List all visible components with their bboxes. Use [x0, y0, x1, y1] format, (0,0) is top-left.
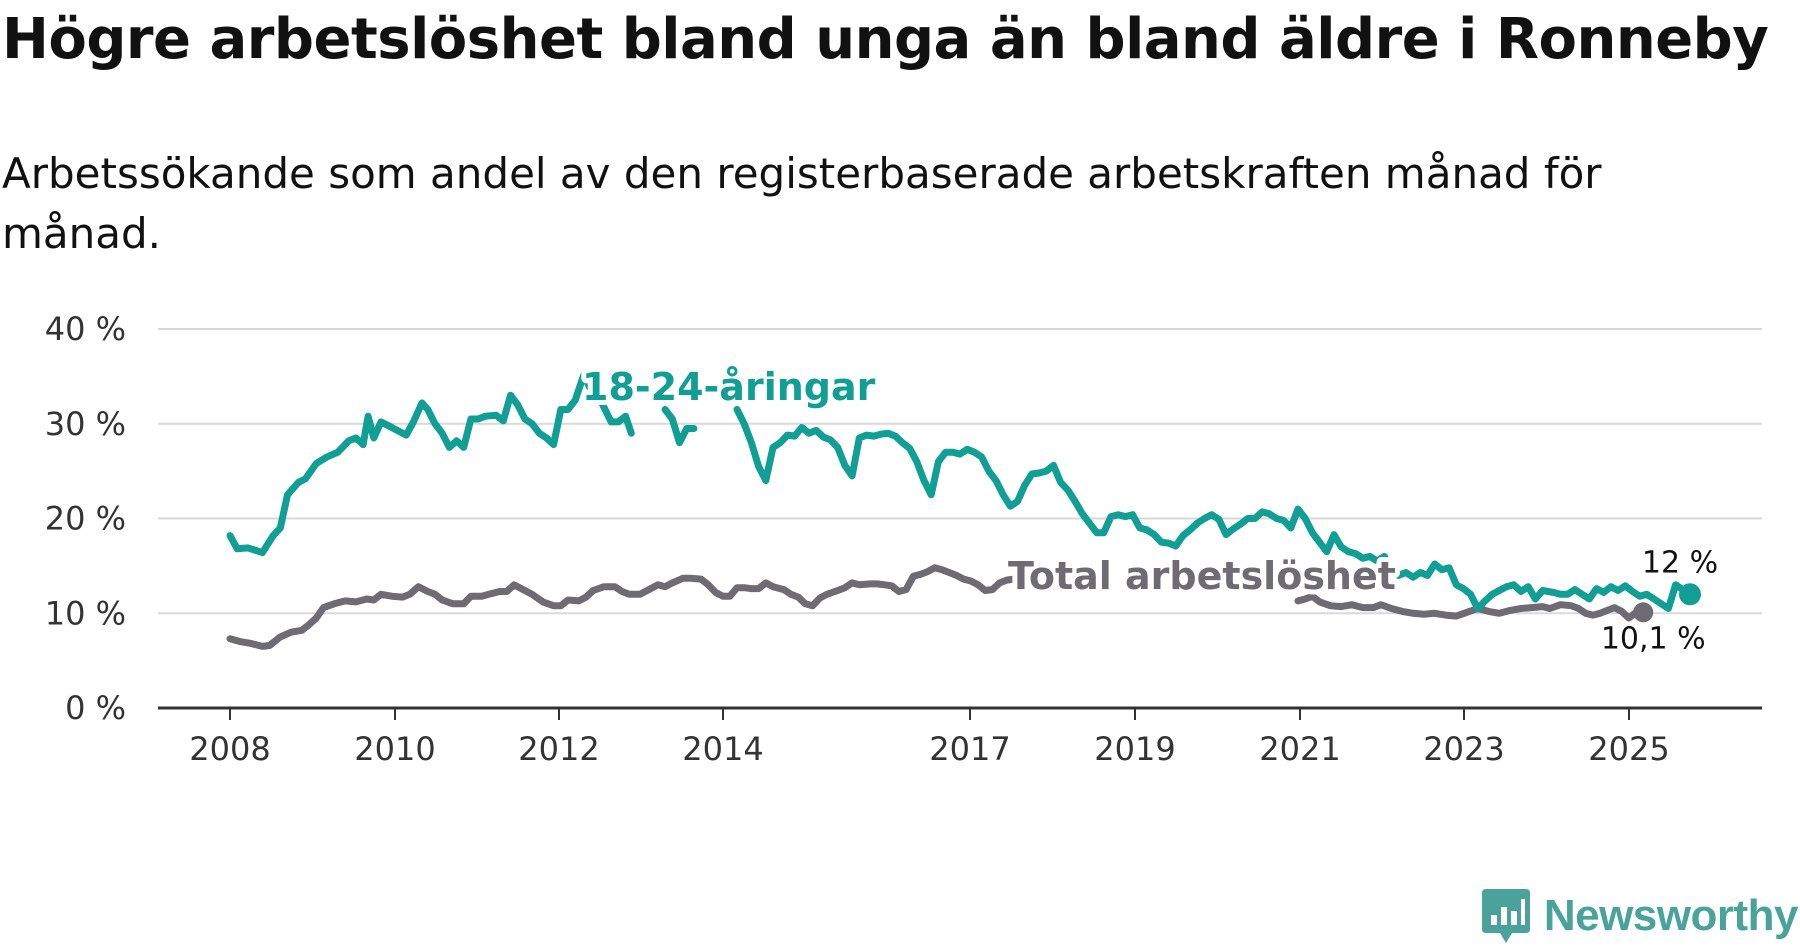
chart-subtitle: Arbetssökande som andel av den registerb… [2, 149, 1602, 258]
end-marker-total [1633, 602, 1654, 623]
y-tick-label-0: 0 % [65, 689, 126, 727]
y-tick-label-20: 20 % [45, 500, 126, 538]
x-tick-label-2017: 2017 [929, 730, 1010, 768]
newsworthy-wordmark: Newsworthy [1543, 891, 1799, 940]
end-label-total: 10,1 % [1601, 621, 1706, 656]
series-line-18-24 [226, 371, 1694, 612]
x-tick-label-2008: 2008 [189, 730, 270, 768]
newsworthy-logo-icon [1481, 889, 1530, 943]
x-tick-label-2019: 2019 [1094, 730, 1175, 768]
series-line-total [226, 564, 1647, 650]
end-marker-18-24 [1679, 583, 1701, 606]
x-tick-label-2025: 2025 [1588, 730, 1669, 768]
x-tick-label-2021: 2021 [1259, 730, 1340, 768]
x-tick-label-2023: 2023 [1423, 730, 1504, 768]
series-label-total: Total arbetslöshet [1008, 554, 1396, 598]
end-label-18-24: 12 % [1642, 545, 1718, 580]
series-label-18-24: 18-24-åringar [582, 365, 876, 409]
x-tick-label-2010: 2010 [354, 730, 435, 768]
y-tick-label-30: 30 % [45, 405, 126, 443]
chart-title: Högre arbetslöshet bland unga än bland ä… [2, 7, 1769, 72]
x-tick-label-2014: 2014 [682, 730, 763, 768]
y-tick-label-40: 40 % [45, 310, 126, 348]
y-tick-label-10: 10 % [45, 594, 126, 632]
newsworthy-logo: Newsworthy [1480, 886, 1799, 946]
x-tick-label-2012: 2012 [518, 730, 599, 768]
